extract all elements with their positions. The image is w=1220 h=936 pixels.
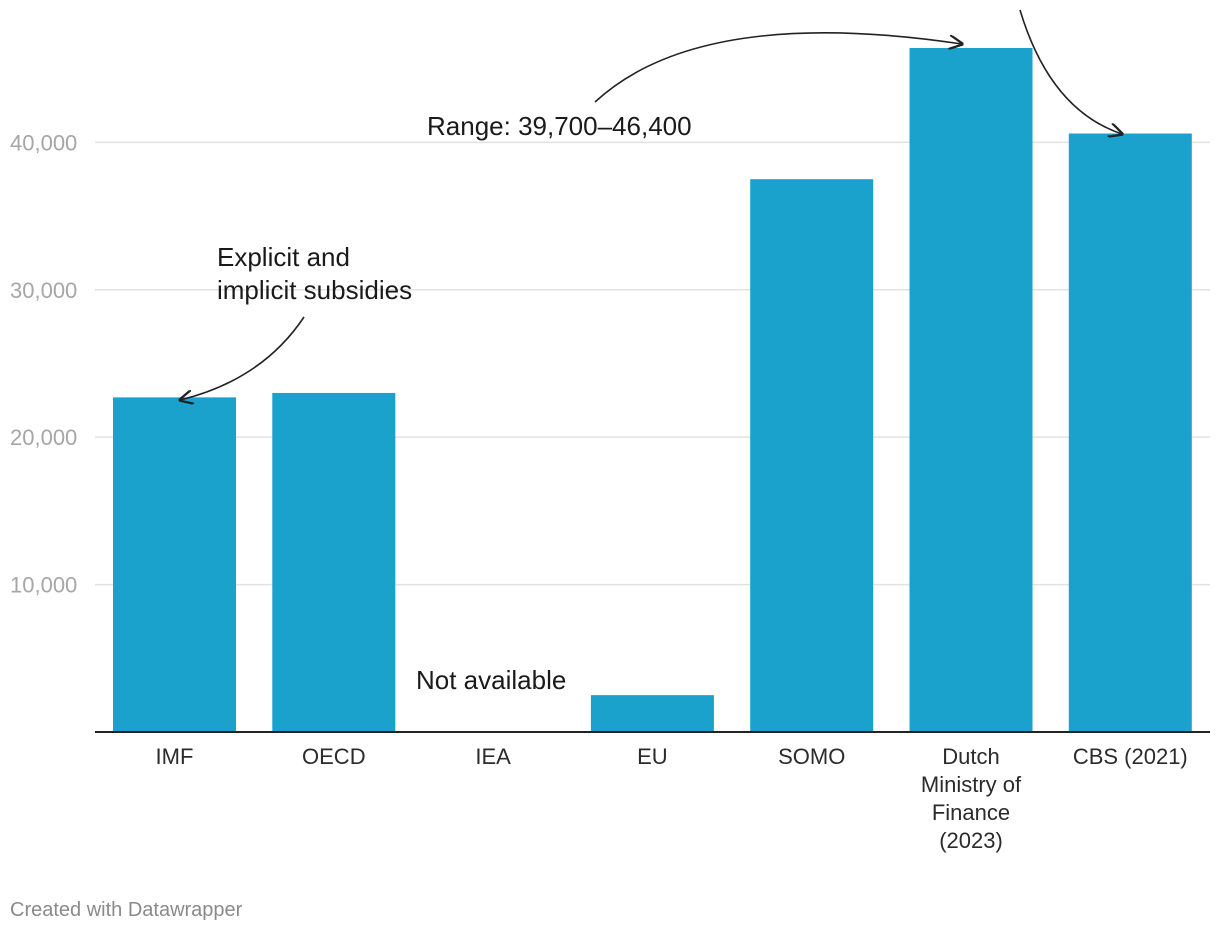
range-note-line: Range: 39,700–46,400: [427, 111, 692, 141]
bar: [590, 695, 714, 732]
imf-note-line: implicit subsidies: [217, 275, 412, 305]
x-tick-label-line: Ministry of: [921, 772, 1022, 797]
iea-note-line: Not available: [416, 665, 566, 695]
annotations: Explicit and implicit subsidies Not availa…: [180, 9, 1122, 695]
cbs-note-arrow: [1019, 9, 1122, 134]
bar: [750, 179, 874, 733]
x-tick-label: Dutch Ministry of Finance (2023): [921, 744, 1022, 853]
x-tick-label: EU: [637, 744, 668, 769]
x-tick-label-line: EU: [637, 744, 668, 769]
bar: [113, 397, 236, 732]
iea-note: Not available: [416, 665, 566, 695]
x-tick-label: CBS (2021): [1073, 744, 1188, 769]
x-tick-label-line: (2023): [939, 828, 1003, 853]
x-tick-label-line: CBS (2021): [1073, 744, 1188, 769]
bar: [1068, 133, 1192, 732]
bar: [909, 48, 1033, 732]
x-tick-label: IMF: [156, 744, 194, 769]
x-tick-label-line: IEA: [475, 744, 511, 769]
x-tick-label: SOMO: [778, 744, 845, 769]
x-tick-label: OECD: [302, 744, 366, 769]
x-tick-label-line: Finance: [932, 800, 1010, 825]
x-tick-label-line: OECD: [302, 744, 366, 769]
range-note: Range: 39,700–46,400: [427, 111, 692, 141]
gridlines: [95, 141, 1210, 586]
x-tick-label-line: SOMO: [778, 744, 845, 769]
x-tick-label-line: IMF: [156, 744, 194, 769]
y-tick-label: 30,000: [10, 278, 77, 303]
axes: 10,000 20,000 30,000 40,000 IMF OECD IEA EU SOMO…: [10, 130, 1210, 853]
y-tick-label: 20,000: [10, 425, 77, 450]
bar: [272, 392, 396, 732]
imf-note: Explicit and implicit subsidies: [217, 242, 412, 305]
y-tick-label: 10,000: [10, 573, 77, 598]
x-tick-label: IEA: [475, 744, 511, 769]
y-tick-label: 40,000: [10, 130, 77, 155]
range-note-arrow: [594, 32, 962, 103]
bars: [113, 48, 1192, 733]
imf-note-line: Explicit and: [217, 242, 350, 272]
imf-note-arrow: [180, 316, 305, 400]
x-tick-label-line: Dutch: [942, 744, 999, 769]
credit-text: Created with Datawrapper: [10, 899, 243, 921]
